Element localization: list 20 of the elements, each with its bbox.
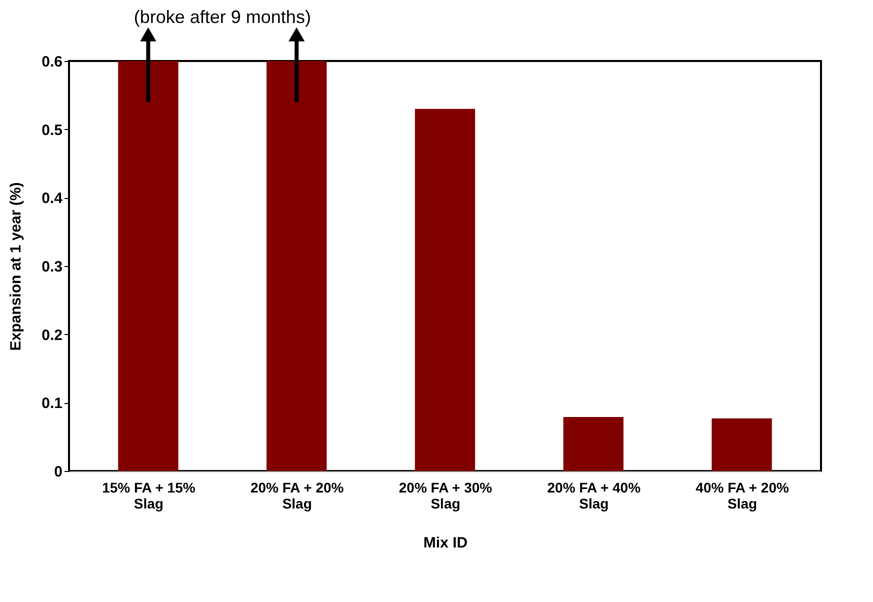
y-tick-label: 0.1 [42, 395, 62, 412]
y-axis-title: Expansion at 1 year (%) [8, 182, 25, 351]
x-tick-label: 15% FA + 15% Slag [102, 480, 196, 512]
x-tick-label: 20% FA + 40% Slag [547, 480, 642, 512]
y-tick-label: 0.4 [42, 190, 64, 208]
bar [563, 417, 624, 471]
bar [118, 61, 178, 471]
y-tick-label: 0.3 [42, 258, 62, 276]
x-tick-label: 20% FA + 30% Slag [398, 480, 493, 512]
x-axis-title: Mix ID [423, 534, 468, 552]
text: (broke after 9 months) [134, 6, 311, 27]
bar [414, 108, 476, 471]
y-tick-label: 0 [54, 464, 62, 480]
x-tick-label: 40% FA + 20% Slag [696, 480, 790, 512]
y-tick-label: 0.5 [42, 122, 62, 139]
y-tick-label: 0.2 [42, 326, 62, 344]
y-tick-label: 0.6 [42, 54, 62, 70]
bar [712, 418, 772, 471]
x-tick-label: 20% FA + 20% Slag [250, 480, 344, 512]
bar [266, 61, 327, 471]
